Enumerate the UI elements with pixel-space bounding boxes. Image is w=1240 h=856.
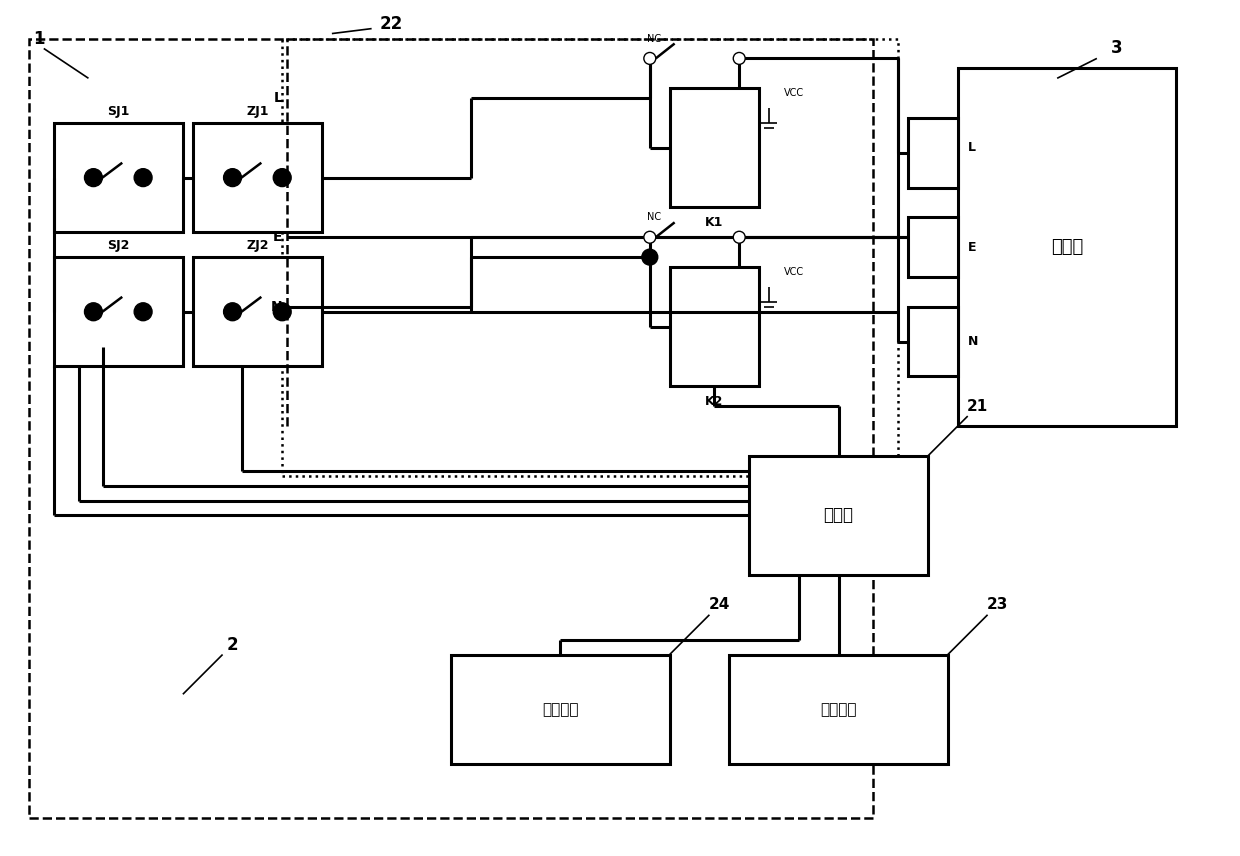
Text: NC: NC	[647, 33, 661, 44]
Text: K2: K2	[706, 395, 724, 407]
Circle shape	[84, 303, 103, 321]
Bar	[192, 257, 322, 366]
Circle shape	[733, 52, 745, 64]
Bar	[53, 257, 182, 366]
Bar	[670, 267, 759, 386]
Bar	[283, 39, 898, 476]
Bar	[451, 655, 670, 764]
Text: 充电枪: 充电枪	[1052, 238, 1084, 256]
Text: K1: K1	[706, 216, 724, 229]
Circle shape	[134, 303, 153, 321]
Text: ZJ1: ZJ1	[246, 104, 269, 117]
Circle shape	[223, 169, 242, 187]
Circle shape	[642, 249, 657, 265]
Circle shape	[644, 52, 656, 64]
Bar	[729, 655, 947, 764]
Text: 定位模块: 定位模块	[542, 702, 579, 716]
Text: E: E	[967, 241, 976, 253]
Text: 2: 2	[227, 636, 238, 654]
Bar	[908, 306, 957, 377]
Text: 21: 21	[967, 399, 988, 413]
Text: NC: NC	[647, 212, 661, 223]
Circle shape	[134, 169, 153, 187]
Text: 22: 22	[379, 15, 403, 33]
Text: L: L	[273, 91, 283, 105]
Text: ZJ2: ZJ2	[246, 239, 269, 252]
Text: SJ2: SJ2	[107, 239, 129, 252]
Bar	[908, 118, 957, 187]
Text: SJ1: SJ1	[107, 104, 129, 117]
Text: VCC: VCC	[784, 267, 804, 277]
Bar	[53, 123, 182, 232]
Text: 网络模块: 网络模块	[821, 702, 857, 716]
Bar	[192, 123, 322, 232]
Bar	[957, 68, 1177, 426]
Text: VCC: VCC	[784, 88, 804, 98]
Circle shape	[84, 169, 103, 187]
Bar	[749, 455, 928, 575]
Text: 3: 3	[1111, 39, 1122, 57]
Text: 控制器: 控制器	[823, 507, 853, 525]
Text: L: L	[967, 141, 976, 154]
Text: N: N	[270, 300, 283, 314]
Bar	[29, 39, 873, 818]
Text: N: N	[967, 335, 978, 348]
Bar	[670, 88, 759, 207]
Text: 24: 24	[709, 597, 730, 612]
Text: 23: 23	[987, 597, 1008, 612]
Text: E: E	[273, 230, 283, 244]
Text: 1: 1	[33, 30, 45, 48]
Circle shape	[644, 231, 656, 243]
Bar	[908, 217, 957, 277]
Circle shape	[273, 303, 291, 321]
Circle shape	[273, 169, 291, 187]
Circle shape	[733, 231, 745, 243]
Circle shape	[223, 303, 242, 321]
